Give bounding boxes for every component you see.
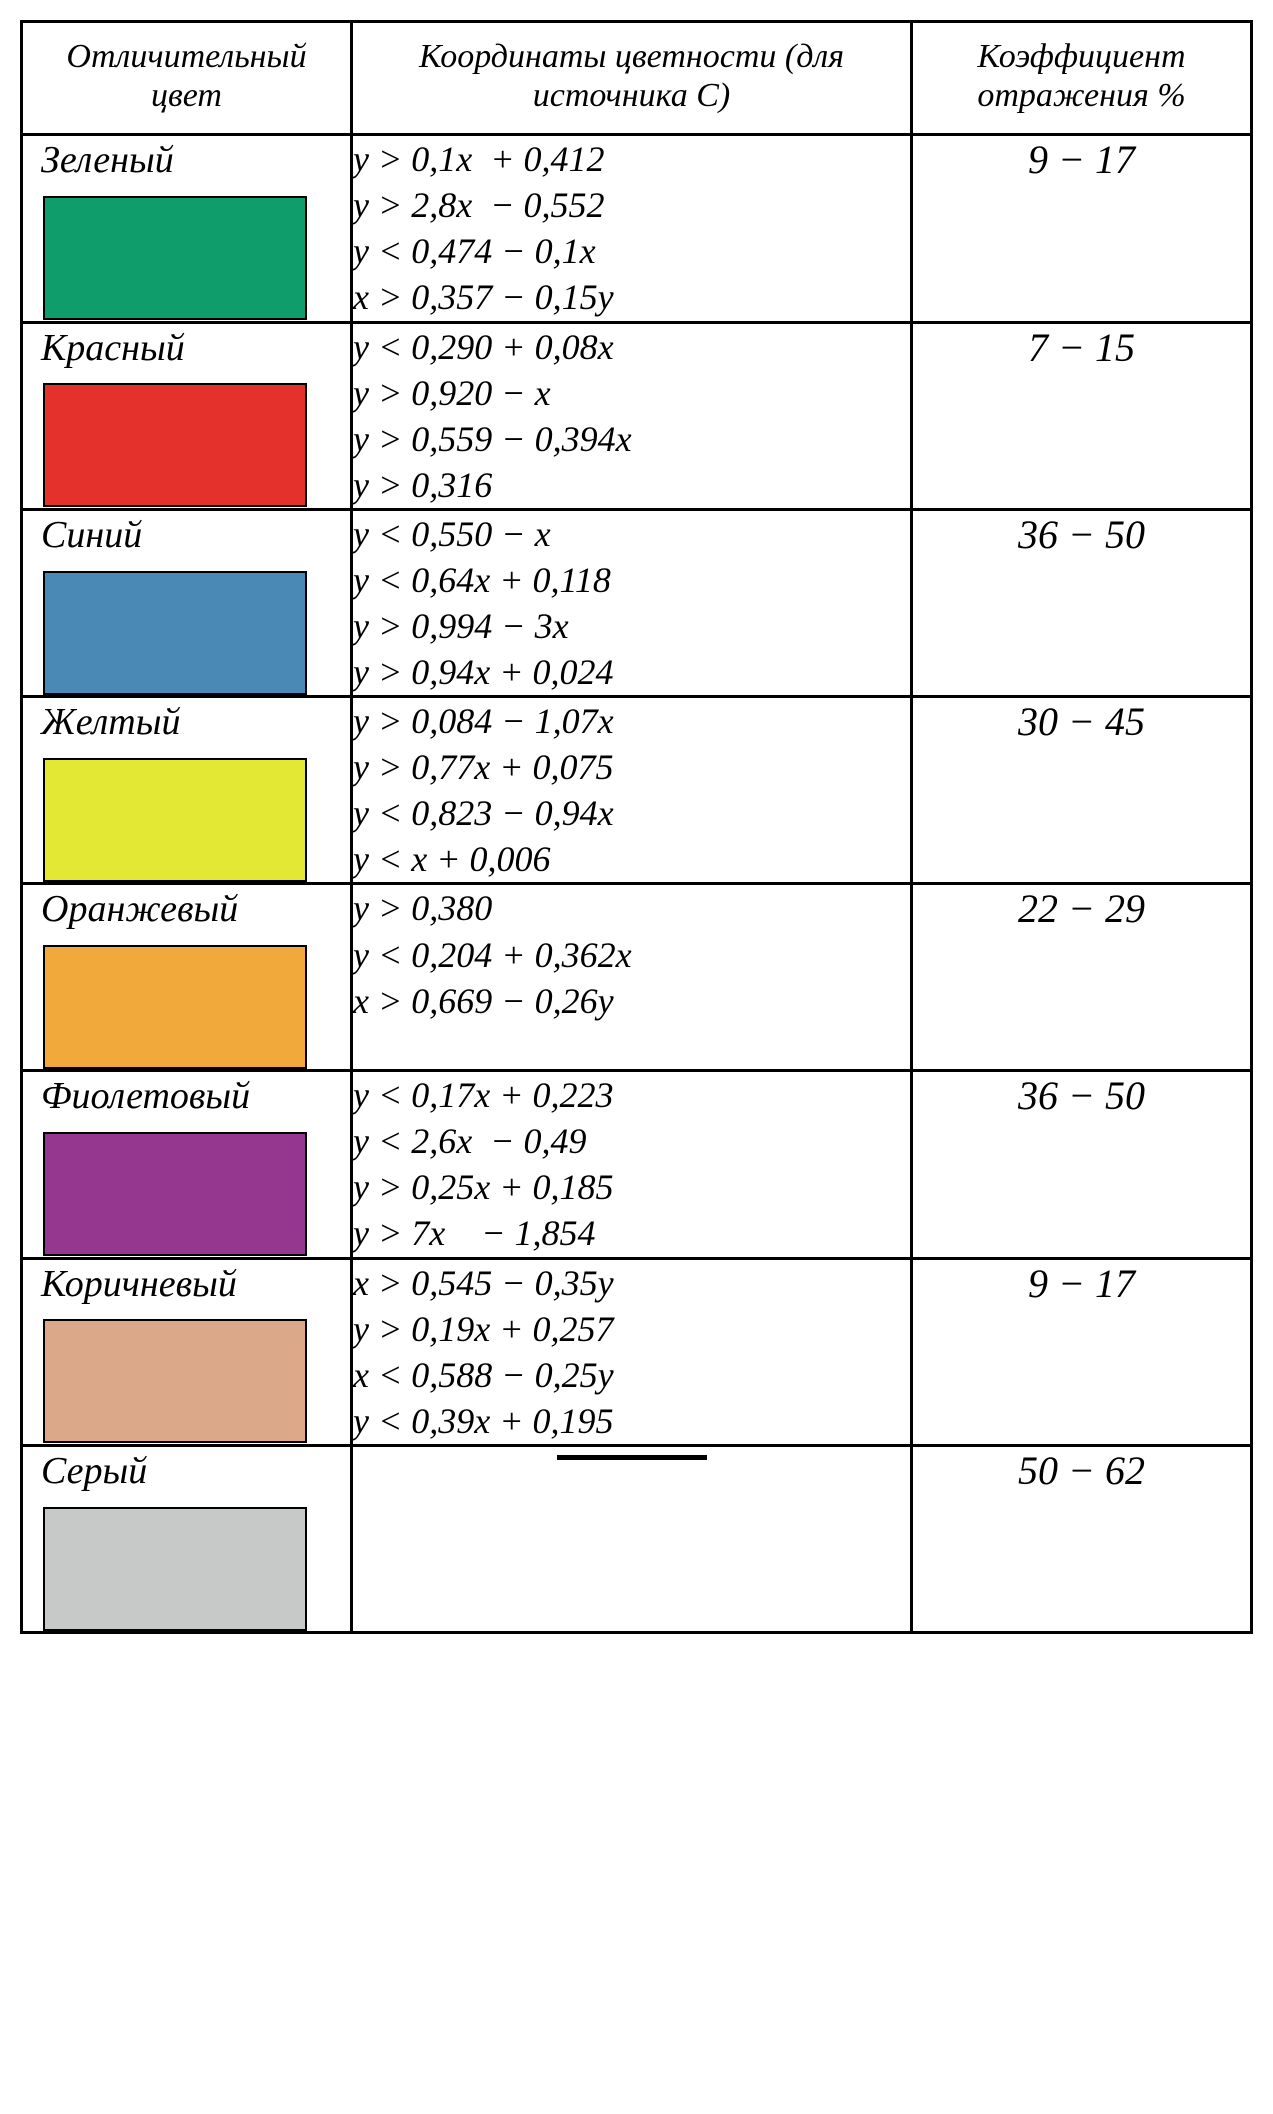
color-swatch	[43, 571, 307, 695]
coef-cell: 9 − 17	[912, 1258, 1252, 1445]
formula-cell: y < 0,550 − x y < 0,64x + 0,118 y > 0,99…	[352, 509, 912, 696]
color-name: Коричневый	[41, 1264, 350, 1306]
color-name: Серый	[41, 1451, 350, 1493]
formula-text: y < 0,290 + 0,08x y > 0,920 − x y > 0,55…	[353, 324, 910, 508]
color-name: Зеленый	[41, 140, 350, 182]
formula-cell: y < 0,290 + 0,08x y > 0,920 − x y > 0,55…	[352, 322, 912, 509]
header-row: Отличительный цвет Координаты цветности …	[22, 22, 1252, 135]
color-swatch	[43, 196, 307, 320]
coef-cell: 22 − 29	[912, 884, 1252, 1071]
formula-cell: y < 0,17x + 0,223 y < 2,6x − 0,49 y > 0,…	[352, 1071, 912, 1258]
color-cell: Желтый	[22, 697, 352, 884]
coef-cell: 7 − 15	[912, 322, 1252, 509]
color-name: Фиолетовый	[41, 1076, 350, 1118]
table-row: Фиолетовыйy < 0,17x + 0,223 y < 2,6x − 0…	[22, 1071, 1252, 1258]
formula-text: y > 0,084 − 1,07x y > 0,77x + 0,075 y < …	[353, 698, 910, 882]
header-formula: Координаты цветности (для источника С)	[352, 22, 912, 135]
table-row: Коричневыйx > 0,545 − 0,35y y > 0,19x + …	[22, 1258, 1252, 1445]
formula-text: y > 0,1x + 0,412 y > 2,8x − 0,552 y < 0,…	[353, 136, 910, 320]
formula-text: x > 0,545 − 0,35y y > 0,19x + 0,257 x < …	[353, 1260, 910, 1444]
header-coef: Коэффициент отражения %	[912, 22, 1252, 135]
formula-text: y < 0,550 − x y < 0,64x + 0,118 y > 0,99…	[353, 511, 910, 695]
color-cell: Коричневый	[22, 1258, 352, 1445]
color-swatch	[43, 1319, 307, 1443]
formula-cell: x > 0,545 − 0,35y y > 0,19x + 0,257 x < …	[352, 1258, 912, 1445]
coef-cell: 9 − 17	[912, 135, 1252, 322]
color-name: Оранжевый	[41, 889, 350, 931]
color-cell: Зеленый	[22, 135, 352, 322]
table-row: Зеленыйy > 0,1x + 0,412 y > 2,8x − 0,552…	[22, 135, 1252, 322]
table-row: Красныйy < 0,290 + 0,08x y > 0,920 − x y…	[22, 322, 1252, 509]
color-swatch	[43, 383, 307, 507]
table-row: Серый 50 − 62	[22, 1445, 1252, 1632]
color-swatch	[43, 945, 307, 1069]
color-name: Красный	[41, 328, 350, 370]
formula-cell: y > 0,084 − 1,07x y > 0,77x + 0,075 y < …	[352, 697, 912, 884]
table-row: Оранжевыйy > 0,380 y < 0,204 + 0,362x x …	[22, 884, 1252, 1071]
color-cell: Серый	[22, 1445, 352, 1632]
color-name: Желтый	[41, 702, 350, 744]
color-cell: Оранжевый	[22, 884, 352, 1071]
formula-text: y > 0,380 y < 0,204 + 0,362x x > 0,669 −…	[353, 885, 910, 1023]
formula-cell	[352, 1445, 912, 1632]
color-swatch	[43, 1507, 307, 1631]
coef-cell: 36 − 50	[912, 509, 1252, 696]
color-cell: Красный	[22, 322, 352, 509]
table-row: Желтыйy > 0,084 − 1,07x y > 0,77x + 0,07…	[22, 697, 1252, 884]
color-name: Синий	[41, 515, 350, 557]
coef-cell: 50 − 62	[912, 1445, 1252, 1632]
color-cell: Синий	[22, 509, 352, 696]
dash-icon	[557, 1455, 707, 1460]
color-swatch	[43, 758, 307, 882]
coef-cell: 36 − 50	[912, 1071, 1252, 1258]
color-cell: Фиолетовый	[22, 1071, 352, 1258]
formula-cell: y > 0,1x + 0,412 y > 2,8x − 0,552 y < 0,…	[352, 135, 912, 322]
formula-cell: y > 0,380 y < 0,204 + 0,362x x > 0,669 −…	[352, 884, 912, 1071]
color-swatch	[43, 1132, 307, 1256]
header-color: Отличительный цвет	[22, 22, 352, 135]
table-row: Синийy < 0,550 − x y < 0,64x + 0,118 y >…	[22, 509, 1252, 696]
color-table: Отличительный цвет Координаты цветности …	[20, 20, 1253, 1634]
coef-cell: 30 − 45	[912, 697, 1252, 884]
formula-text: y < 0,17x + 0,223 y < 2,6x − 0,49 y > 0,…	[353, 1072, 910, 1256]
